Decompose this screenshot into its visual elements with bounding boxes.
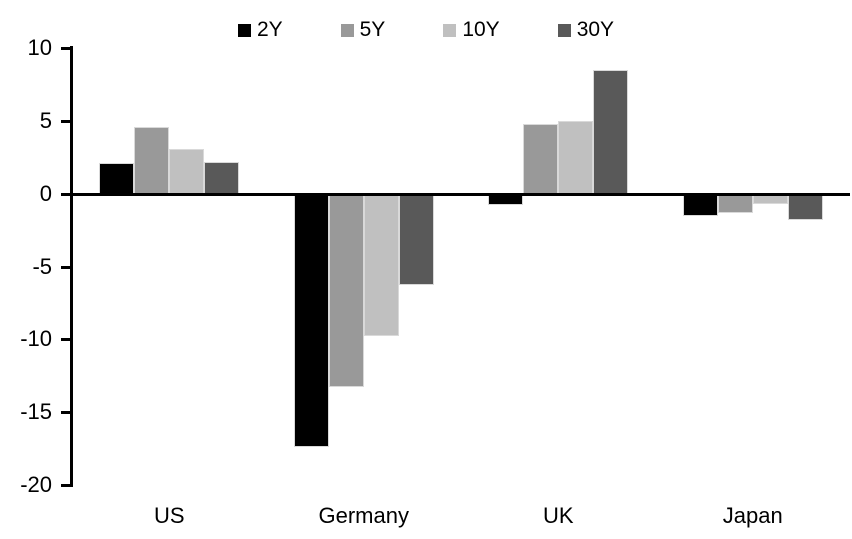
y-tick-label: -20: [20, 472, 52, 497]
bar-germany-2y: [293, 193, 329, 448]
chart-legend: 2Y 5Y 10Y 30Y: [0, 17, 852, 43]
legend-label: 5Y: [359, 18, 386, 41]
y-tick-mark: [61, 47, 70, 50]
y-tick-label: 10: [27, 35, 52, 60]
bar-germany-5y: [328, 193, 364, 388]
bar-japan-2y: [682, 193, 718, 216]
bar-us-5y: [134, 126, 170, 194]
legend-item-2y: 2Y: [237, 17, 283, 43]
bar-uk-10y: [558, 120, 594, 194]
y-axis-line: [70, 46, 73, 487]
bar-japan-5y: [717, 193, 753, 213]
y-tick-mark: [61, 338, 70, 341]
y-tick-label: -5: [32, 254, 52, 279]
y-tick-mark: [61, 193, 70, 196]
y-tick-mark: [61, 411, 70, 414]
bar-us-10y: [169, 148, 205, 194]
y-tick-mark: [61, 484, 70, 487]
bar-germany-30y: [398, 193, 434, 286]
bar-germany-10y: [363, 193, 399, 337]
zero-line: [70, 193, 850, 196]
legend-label: 10Y: [462, 18, 500, 41]
y-tick-mark: [61, 266, 70, 269]
y-tick-label: 5: [39, 108, 52, 133]
legend-item-5y: 5Y: [340, 17, 386, 43]
legend-label: 30Y: [576, 18, 615, 41]
bar-us-2y: [99, 163, 135, 194]
x-category-label-us: US: [153, 503, 185, 528]
bar-uk-5y: [523, 123, 559, 194]
legend-swatch-30y: [557, 23, 571, 37]
legend-label: 2Y: [256, 18, 283, 41]
legend-swatch-10y: [443, 23, 457, 37]
x-category-label-uk: UK: [542, 503, 574, 528]
legend-item-10y: 10Y: [443, 17, 500, 43]
legend-item-30y: 30Y: [557, 17, 615, 43]
y-tick-mark: [61, 120, 70, 123]
y-tick-label: -10: [20, 326, 52, 351]
legend-swatch-2y: [237, 23, 251, 37]
x-category-label-germany: Germany: [318, 503, 409, 528]
legend-swatch-5y: [340, 23, 354, 37]
bar-uk-30y: [593, 69, 629, 194]
bar-us-30y: [204, 161, 240, 194]
x-category-label-japan: Japan: [722, 503, 783, 528]
bar-japan-30y: [787, 193, 823, 220]
y-tick-label: -15: [20, 399, 52, 424]
y-tick-label: 0: [39, 181, 52, 206]
